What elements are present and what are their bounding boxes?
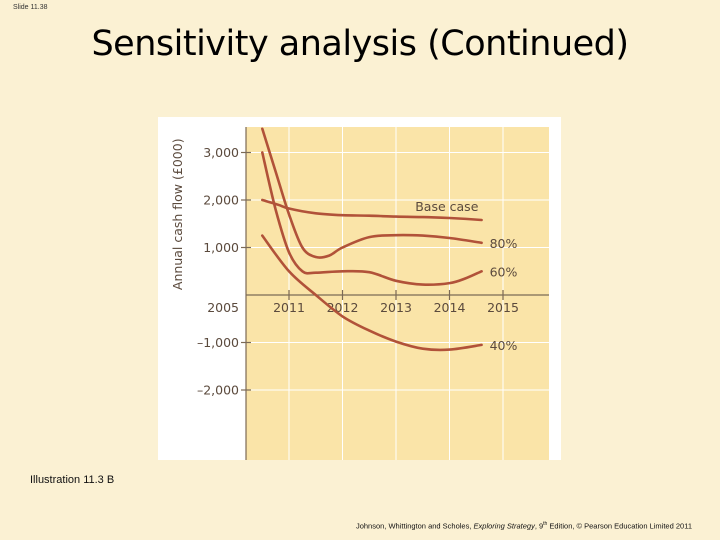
series-label: Base case (415, 199, 478, 214)
axes (245, 127, 549, 460)
x-tick-label: 2011 (273, 300, 305, 315)
plot-background (246, 127, 549, 460)
illustration-caption: Illustration 11.3 B (30, 474, 115, 486)
y-tick-label: –2,000 (197, 383, 239, 398)
x-tick-label: 2015 (487, 300, 519, 315)
series-line-40 (261, 234, 483, 352)
y-tick-label: 3,000 (203, 145, 239, 160)
series-label: 80% (490, 236, 518, 251)
footer-book-title: Exploring Strategy (473, 521, 535, 531)
x-origin-label: 2005 (207, 300, 239, 315)
chart-container: 4,0003,0002,0001,000–1,000–2,00020112012… (158, 117, 561, 460)
footer-citation: Johnson, Whittington and Scholes, Explor… (356, 521, 692, 531)
footer-edition-pre: , 9 (534, 521, 544, 531)
y-axis-label: Annual cash flow (£000) (170, 138, 185, 290)
tick-labels: 4,0003,0002,0001,000–1,000–2,00020112012… (197, 145, 519, 398)
series-label: 40% (490, 338, 518, 353)
slide-title: Sensitivity analysis (Continued) (91, 24, 629, 64)
x-tick-label: 2013 (380, 300, 412, 315)
footer-edition-post: Edition, © Pearson Education Limited 201… (547, 521, 692, 531)
series-lines (261, 127, 483, 352)
y-tick-label: –1,000 (197, 335, 239, 350)
series-line-60 (261, 151, 483, 286)
line-chart: 4,0003,0002,0001,000–1,000–2,00020112012… (170, 127, 549, 460)
series-line-80 (261, 127, 483, 259)
series-label: 60% (490, 264, 518, 279)
y-tick-label: 1,000 (203, 240, 239, 255)
footer-authors: Johnson, Whittington and Scholes, (355, 521, 472, 531)
series-labels: Base case 80% 60% 40% (415, 199, 517, 353)
y-tick-label: 2,000 (203, 193, 239, 208)
slide-number: Slide 11.38 (13, 4, 48, 11)
footer-edition-sup: th (543, 521, 548, 527)
series-line-base-case (261, 198, 483, 222)
x-tick-label: 2014 (434, 300, 466, 315)
